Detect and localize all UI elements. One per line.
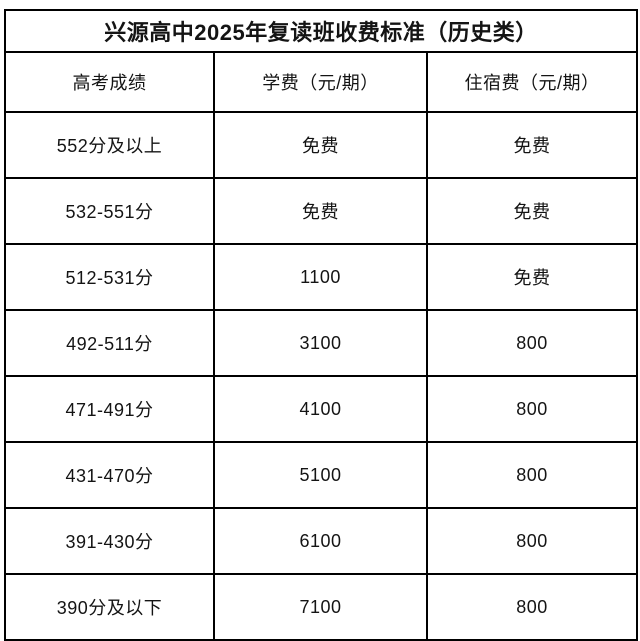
score-range-cell: 512-531分 (4, 243, 215, 311)
score-range-cell: 532-551分 (4, 177, 215, 245)
score-range-cell: 390分及以下 (4, 573, 215, 641)
tuition-cell: 1100 (213, 243, 428, 311)
accommodation-cell: 免费 (425, 177, 639, 245)
table-row: 552分及以上 免费 免费 (4, 111, 639, 179)
accommodation-cell: 800 (425, 375, 639, 443)
accommodation-cell: 800 (425, 441, 639, 509)
column-header-tuition: 学费（元/期） (213, 51, 428, 113)
tuition-cell: 免费 (213, 111, 428, 179)
accommodation-cell: 免费 (425, 243, 639, 311)
column-header-accommodation: 住宿费（元/期） (425, 51, 639, 113)
table-row: 431-470分 5100 800 (4, 441, 639, 509)
score-range-cell: 552分及以上 (4, 111, 215, 179)
score-range-cell: 492-511分 (4, 309, 215, 377)
accommodation-cell: 800 (425, 507, 639, 575)
score-range-cell: 471-491分 (4, 375, 215, 443)
score-range-cell: 391-430分 (4, 507, 215, 575)
table-row: 471-491分 4100 800 (4, 375, 639, 443)
accommodation-cell: 800 (425, 573, 639, 641)
table-header-row: 高考成绩 学费（元/期） 住宿费（元/期） (4, 51, 639, 113)
tuition-cell: 免费 (213, 177, 428, 245)
score-range-cell: 431-470分 (4, 441, 215, 509)
table-row: 390分及以下 7100 800 (4, 573, 639, 641)
accommodation-cell: 800 (425, 309, 639, 377)
tuition-cell: 6100 (213, 507, 428, 575)
table-title: 兴源高中2025年复读班收费标准（历史类） (3, 9, 639, 53)
column-header-score: 高考成绩 (4, 51, 215, 113)
table-row: 492-511分 3100 800 (4, 309, 639, 377)
accommodation-cell: 免费 (425, 111, 639, 179)
table-title-row: 兴源高中2025年复读班收费标准（历史类） (3, 9, 639, 53)
tuition-cell: 4100 (213, 375, 428, 443)
table-row: 512-531分 1100 免费 (4, 243, 639, 311)
table-row: 391-430分 6100 800 (4, 507, 639, 575)
tuition-cell: 3100 (213, 309, 428, 377)
tuition-fee-table: 兴源高中2025年复读班收费标准（历史类） 高考成绩 学费（元/期） 住宿费（元… (3, 9, 639, 641)
table-row: 532-551分 免费 免费 (4, 177, 639, 245)
tuition-cell: 5100 (213, 441, 428, 509)
tuition-cell: 7100 (213, 573, 428, 641)
